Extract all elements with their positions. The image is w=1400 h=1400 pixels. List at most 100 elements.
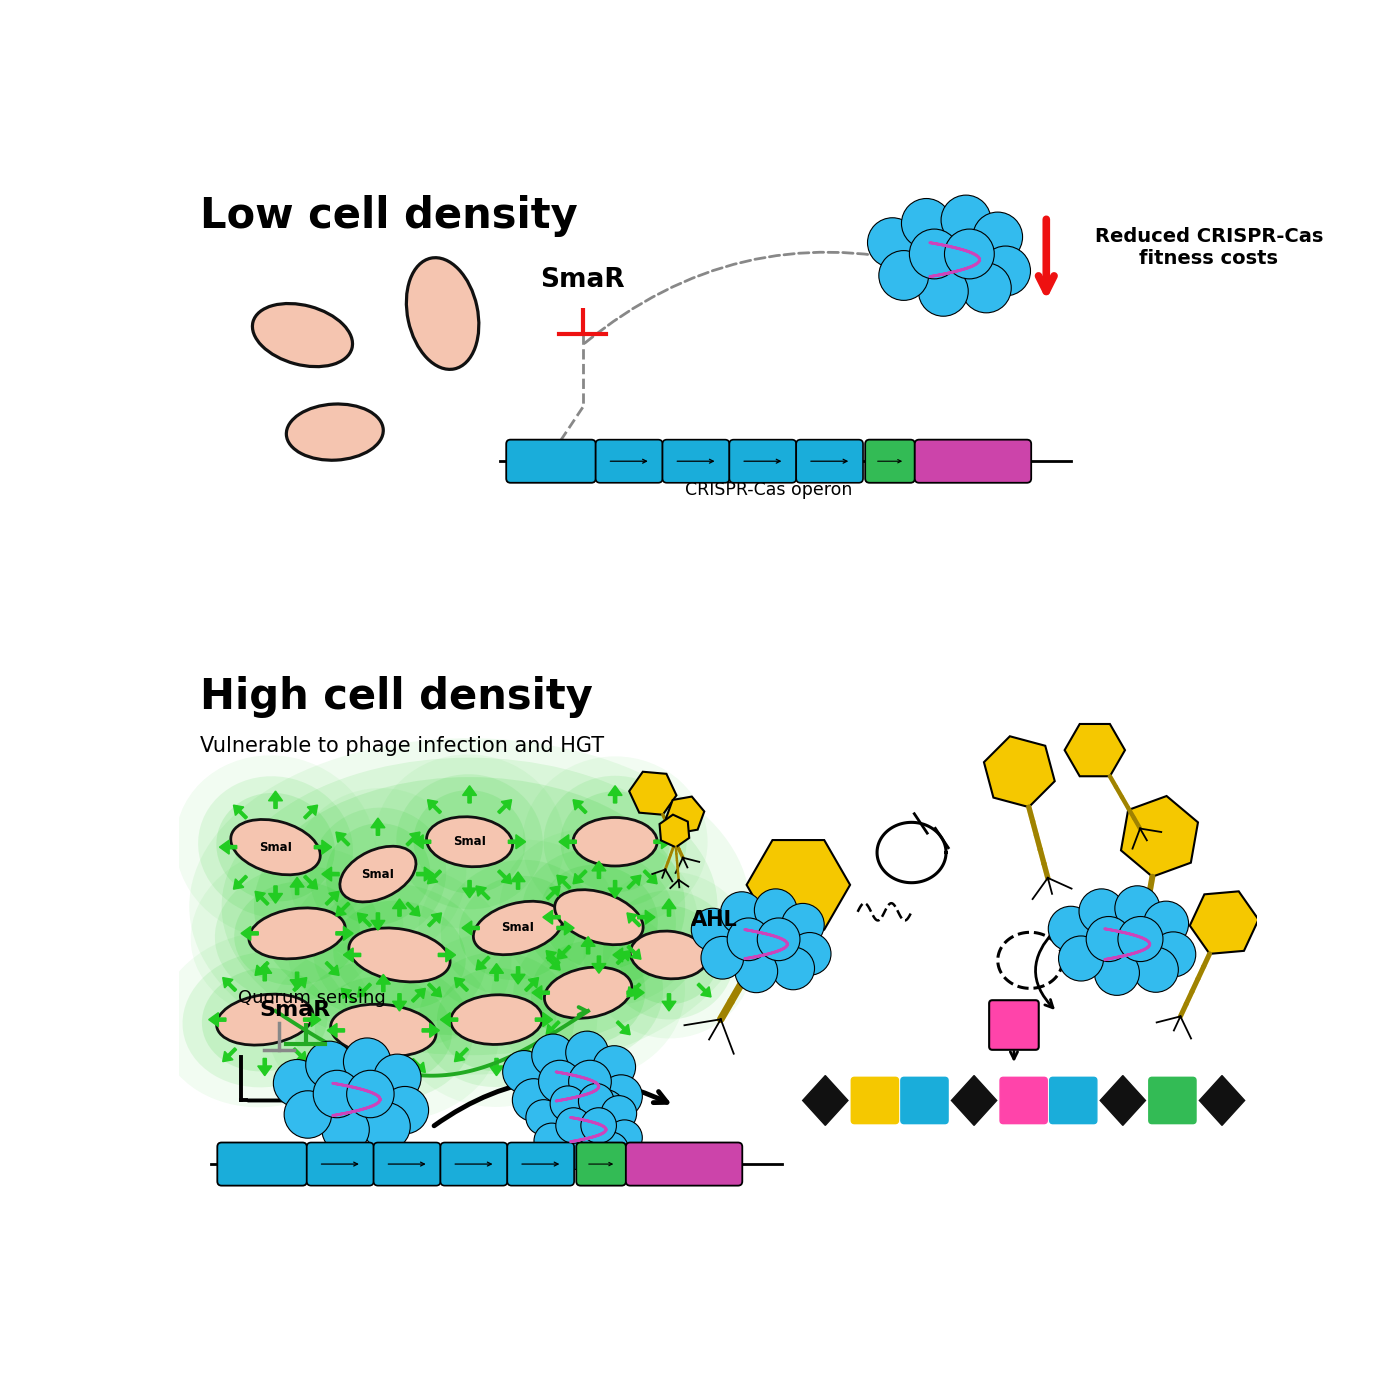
Ellipse shape — [500, 829, 699, 1005]
FancyArrow shape — [293, 1047, 307, 1061]
Polygon shape — [659, 815, 689, 847]
Polygon shape — [1064, 724, 1126, 776]
FancyArrow shape — [462, 881, 476, 897]
FancyArrow shape — [573, 799, 587, 813]
FancyArrow shape — [476, 956, 490, 970]
Ellipse shape — [459, 876, 577, 980]
Polygon shape — [984, 736, 1054, 806]
Ellipse shape — [473, 902, 563, 955]
Circle shape — [347, 1070, 395, 1117]
Circle shape — [503, 1050, 546, 1093]
FancyArrow shape — [342, 988, 356, 1002]
Circle shape — [546, 1092, 589, 1135]
Circle shape — [374, 1054, 421, 1102]
Ellipse shape — [267, 939, 500, 1121]
FancyArrow shape — [412, 1058, 426, 1072]
Circle shape — [941, 195, 991, 245]
FancyArrow shape — [427, 869, 441, 883]
FancyArrow shape — [462, 785, 476, 804]
Circle shape — [566, 1032, 609, 1074]
Ellipse shape — [396, 932, 598, 1107]
Circle shape — [273, 1060, 321, 1107]
Ellipse shape — [249, 909, 346, 959]
FancyArrow shape — [662, 994, 676, 1011]
Text: SmaR: SmaR — [540, 267, 624, 293]
FancyArrow shape — [258, 963, 272, 981]
Ellipse shape — [419, 840, 617, 1016]
FancyArrow shape — [525, 1047, 539, 1061]
FancyArrow shape — [535, 1012, 553, 1026]
FancyArrow shape — [557, 921, 574, 935]
Circle shape — [910, 230, 959, 279]
Ellipse shape — [531, 941, 645, 1044]
FancyArrow shape — [412, 988, 426, 1002]
Polygon shape — [802, 1075, 848, 1126]
FancyBboxPatch shape — [441, 1142, 507, 1186]
FancyBboxPatch shape — [662, 440, 729, 483]
Circle shape — [581, 1107, 616, 1144]
FancyArrow shape — [573, 869, 587, 883]
FancyArrow shape — [290, 972, 304, 990]
Circle shape — [755, 889, 797, 931]
FancyArrow shape — [608, 785, 622, 804]
FancyArrow shape — [392, 994, 406, 1011]
Polygon shape — [666, 797, 704, 833]
Circle shape — [314, 1070, 361, 1117]
FancyArrow shape — [627, 945, 641, 959]
Ellipse shape — [199, 776, 353, 918]
FancyArrow shape — [627, 913, 641, 927]
Circle shape — [962, 263, 1011, 312]
FancyArrow shape — [234, 805, 248, 819]
FancyArrow shape — [697, 913, 711, 927]
FancyBboxPatch shape — [1000, 1078, 1047, 1124]
Ellipse shape — [603, 890, 735, 1019]
FancyArrow shape — [315, 840, 332, 854]
Ellipse shape — [619, 906, 720, 1004]
FancyArrow shape — [269, 886, 283, 903]
FancyArrow shape — [220, 840, 237, 854]
FancyArrow shape — [304, 1012, 321, 1026]
Circle shape — [879, 251, 928, 301]
FancyBboxPatch shape — [507, 1142, 574, 1186]
FancyArrow shape — [643, 799, 657, 813]
FancyArrow shape — [304, 805, 318, 819]
FancyArrow shape — [255, 892, 269, 906]
FancyArrow shape — [371, 818, 385, 836]
FancyBboxPatch shape — [626, 1142, 742, 1186]
Ellipse shape — [312, 883, 486, 1026]
Polygon shape — [629, 771, 676, 815]
Ellipse shape — [234, 882, 360, 986]
Circle shape — [945, 230, 994, 279]
FancyArrow shape — [438, 948, 455, 962]
Ellipse shape — [375, 755, 564, 930]
FancyBboxPatch shape — [577, 1142, 626, 1186]
FancyArrow shape — [455, 977, 469, 991]
Circle shape — [305, 1042, 353, 1089]
Circle shape — [973, 211, 1022, 262]
FancyArrow shape — [608, 881, 622, 897]
Ellipse shape — [309, 808, 447, 941]
Circle shape — [343, 1037, 391, 1085]
FancyArrow shape — [581, 1032, 595, 1049]
Circle shape — [727, 918, 770, 960]
FancyArrow shape — [223, 1047, 237, 1061]
FancyArrow shape — [392, 899, 406, 916]
FancyBboxPatch shape — [797, 440, 862, 483]
Circle shape — [757, 918, 799, 960]
Circle shape — [1114, 886, 1161, 931]
Ellipse shape — [158, 932, 371, 1107]
FancyArrow shape — [546, 886, 560, 900]
Circle shape — [550, 1086, 585, 1121]
Circle shape — [868, 218, 917, 267]
FancyArrow shape — [255, 962, 269, 976]
Circle shape — [735, 951, 777, 993]
FancyArrow shape — [322, 867, 339, 881]
FancyArrow shape — [304, 875, 318, 889]
Ellipse shape — [514, 925, 664, 1060]
FancyArrow shape — [557, 945, 571, 959]
FancyArrow shape — [427, 799, 441, 813]
Ellipse shape — [451, 995, 542, 1044]
Polygon shape — [952, 1075, 997, 1126]
FancyArrow shape — [343, 948, 361, 962]
FancyBboxPatch shape — [307, 1142, 374, 1186]
